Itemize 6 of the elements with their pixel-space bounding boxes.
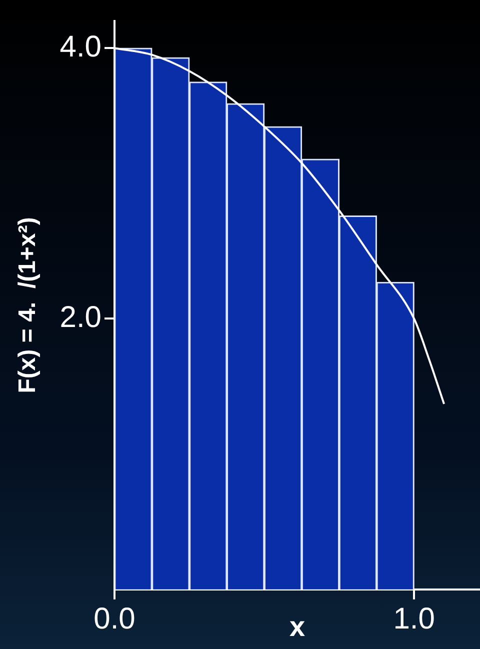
x-tick-label: 0.0	[94, 602, 136, 636]
y-tick-label: 2.0	[60, 301, 102, 334]
y-tick-label: 4.0	[60, 30, 102, 64]
y-axis-title: F(x) = 4. /(1+x²)	[14, 217, 42, 394]
x-tick-label: 1.0	[393, 602, 435, 636]
x-axis-title: x	[289, 610, 306, 642]
